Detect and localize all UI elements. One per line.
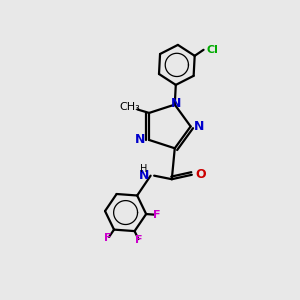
Text: H: H xyxy=(140,164,148,174)
Text: F: F xyxy=(153,210,160,220)
Text: CH₃: CH₃ xyxy=(120,102,140,112)
Text: N: N xyxy=(171,97,181,110)
Text: F: F xyxy=(104,233,112,243)
Text: F: F xyxy=(135,236,143,245)
Text: N: N xyxy=(194,120,205,133)
Text: O: O xyxy=(195,168,206,181)
Text: Cl: Cl xyxy=(206,45,218,55)
Text: N: N xyxy=(139,169,149,182)
Text: N: N xyxy=(135,134,146,146)
